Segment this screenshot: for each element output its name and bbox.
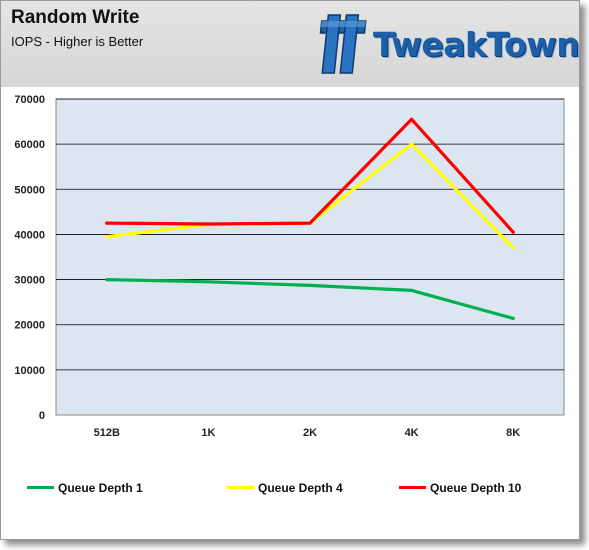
legend-label-qd10: Queue Depth 10: [430, 481, 522, 495]
legend-label-qd1: Queue Depth 1: [58, 481, 143, 495]
y-tick-label: 60000: [14, 139, 45, 151]
logo-text: TweakTown: [373, 25, 580, 64]
chart-title: Random Write: [11, 7, 140, 28]
data-point: [206, 222, 210, 226]
data-point: [308, 221, 312, 225]
y-axis-ticks: 0 10000 20000 30000 40000 50000 60000 70000: [14, 94, 45, 422]
legend-item-qd10: Queue Depth 10: [399, 481, 521, 499]
line-chart: 0 10000 20000 30000 40000 50000 60000 70000 512…: [14, 94, 565, 439]
tweaktown-logo: TweakTown: [315, 9, 580, 81]
plot-area: [55, 98, 565, 416]
legend: Queue Depth 1 Queue Depth 4 Queue Depth …: [1, 481, 579, 503]
legend-swatch-qd1: [27, 486, 54, 490]
data-point: [206, 280, 210, 284]
data-point: [308, 283, 312, 288]
x-tick-label: 8K: [506, 427, 520, 439]
data-point: [511, 246, 515, 250]
y-tick-label: 40000: [14, 229, 45, 241]
y-tick-label: 0: [39, 410, 45, 422]
y-tick-label: 50000: [14, 184, 45, 196]
x-axis-ticks: 512B 1K 2K 4K 8K: [94, 427, 521, 439]
chart-frame: Random Write IOPS - Higher is Better Twe…: [0, 0, 580, 540]
y-tick-label: 30000: [14, 275, 45, 287]
x-tick-label: 1K: [201, 427, 215, 439]
x-tick-label: 2K: [303, 427, 317, 439]
data-point: [105, 221, 109, 225]
legend-label-qd4: Queue Depth 4: [258, 481, 343, 495]
data-point: [511, 316, 515, 320]
y-tick-label: 20000: [14, 320, 45, 332]
data-point: [511, 230, 515, 234]
chart-header: Random Write IOPS - Higher is Better Twe…: [1, 1, 579, 87]
legend-item-qd1: Queue Depth 1: [27, 481, 143, 499]
y-tick-label: 10000: [14, 365, 45, 377]
x-tick-label: 512B: [94, 427, 120, 439]
data-point: [410, 288, 414, 293]
data-point: [105, 277, 109, 282]
legend-swatch-qd10: [399, 486, 426, 490]
data-point: [410, 117, 414, 121]
data-point: [410, 142, 414, 146]
tweaktown-logo-icon: [319, 14, 367, 74]
series-lines: [105, 117, 515, 320]
legend-item-qd4: Queue Depth 4: [227, 481, 343, 499]
data-point: [105, 235, 109, 239]
legend-swatch-qd4: [227, 486, 254, 490]
x-tick-label: 4K: [405, 427, 419, 439]
y-tick-label: 70000: [14, 94, 45, 106]
chart-subtitle: IOPS - Higher is Better: [11, 34, 144, 49]
